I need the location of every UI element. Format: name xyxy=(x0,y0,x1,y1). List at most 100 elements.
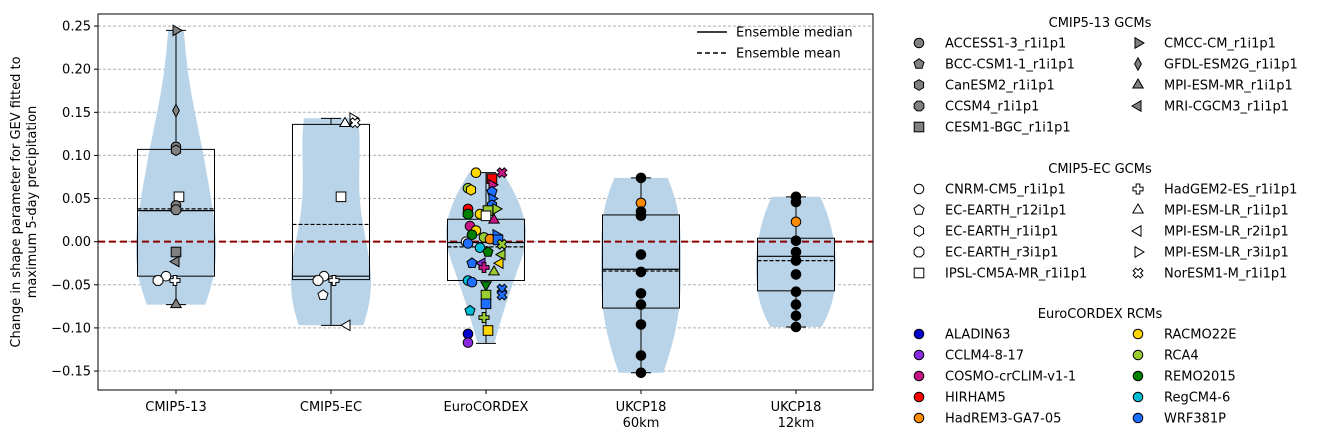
data-point xyxy=(790,321,802,333)
x-tick-label: CMIP5-EC xyxy=(300,400,362,415)
legend-label: HadREM3-GA7-05 xyxy=(945,412,1061,427)
data-point xyxy=(482,246,494,257)
legend-label: EC-EARTH_r3i1p1 xyxy=(945,246,1058,261)
data-point xyxy=(790,235,802,247)
data-point xyxy=(340,319,351,332)
legend-marker xyxy=(1131,99,1142,113)
legend-label: Ensemble mean xyxy=(736,47,841,62)
legend-label: RACMO22E xyxy=(1164,328,1236,343)
data-point xyxy=(635,172,647,184)
legend-marker xyxy=(1132,370,1144,382)
data-point xyxy=(635,266,647,278)
data-point xyxy=(635,319,647,330)
legend-group-title: CMIP5-13 GCMs xyxy=(1049,16,1152,31)
legend-label: EC-EARTH_r12i1p1 xyxy=(945,204,1067,219)
data-point xyxy=(335,191,347,203)
data-point xyxy=(790,216,802,228)
data-point xyxy=(635,210,647,222)
legend-label: WRF381P xyxy=(1164,412,1226,427)
legend-marker xyxy=(913,204,925,215)
legend-marker xyxy=(1132,267,1144,279)
legend-label: NorESM1-M_r1i1p1 xyxy=(1164,267,1287,282)
data-point xyxy=(478,261,490,274)
legend-label: HIRHAM5 xyxy=(945,391,1006,406)
legend-marker xyxy=(913,37,925,49)
violin xyxy=(136,30,216,305)
data-point xyxy=(487,213,501,224)
data-point xyxy=(480,298,492,310)
legend-label: MPI-ESM-LR_r2i1p1 xyxy=(1164,225,1289,240)
x-axis-ticks: CMIP5-13 CMIP5-EC EuroCORDEX UKCP1860kmUKCP… xyxy=(145,390,821,431)
legend-marker xyxy=(1132,412,1144,424)
legend-marker xyxy=(913,328,925,340)
data-point xyxy=(172,103,180,118)
legend-marker xyxy=(913,79,925,91)
y-tick-label: 0.25 xyxy=(62,20,91,35)
data-point xyxy=(496,289,508,301)
data-point xyxy=(482,325,494,336)
y-tick-label: −0.15 xyxy=(51,365,91,380)
data-point xyxy=(170,204,182,216)
x-tick-label: CMIP5-13 xyxy=(145,400,206,415)
data-point xyxy=(465,184,477,196)
legend-marker xyxy=(913,267,925,279)
data-point xyxy=(635,249,647,260)
data-point xyxy=(480,289,492,301)
y-axis-label-line-1: Change in shape parameter for GEV fitted… xyxy=(9,56,24,347)
legend-marker xyxy=(1134,56,1142,72)
legend-marker xyxy=(1134,36,1145,50)
legend-label: REMO2015 xyxy=(1164,370,1236,385)
data-point xyxy=(790,310,802,322)
legend-group-title: EuroCORDEX RCMs xyxy=(1038,307,1163,322)
data-point xyxy=(328,274,340,287)
data-point xyxy=(487,264,501,276)
data-point xyxy=(635,288,647,299)
legend-marker xyxy=(913,391,925,403)
data-point xyxy=(169,274,181,287)
legend-label: BCC-CSM1-1_r1i1p1 xyxy=(945,58,1075,73)
violin xyxy=(291,118,371,326)
legend-label: CNRM-CM5_r1i1p1 xyxy=(945,183,1066,198)
data-point xyxy=(169,255,180,268)
violins xyxy=(136,30,836,373)
data-point xyxy=(635,299,647,310)
y-axis-ticks: −0.15 −0.10 −0.05 0.00 0.05 0.10 0.15 0.20 0.25 xyxy=(51,20,98,380)
legend-marker xyxy=(1131,203,1145,214)
legend-marker xyxy=(913,183,925,195)
legend-label: MPI-ESM-MR_r1i1p1 xyxy=(1164,79,1293,94)
legend-label: ALADIN63 xyxy=(945,328,1010,343)
data-point xyxy=(317,289,329,300)
legend-label: HadGEM2-ES_r1i1p1 xyxy=(1164,183,1297,198)
data-point xyxy=(462,328,474,340)
legend-marker xyxy=(1131,224,1142,238)
legend-marker xyxy=(1131,78,1145,89)
data-point xyxy=(466,229,478,241)
legend-label: Ensemble median xyxy=(736,26,853,41)
data-point xyxy=(464,304,476,316)
legend-marker xyxy=(1132,328,1144,340)
data-point xyxy=(466,276,478,288)
legend-marker xyxy=(1132,391,1144,403)
data-point xyxy=(790,269,802,280)
x-tick-label: UKCP18 xyxy=(771,400,822,415)
x-tick-label: 12km xyxy=(778,416,815,431)
data-point xyxy=(790,286,802,298)
legend-label: RCA4 xyxy=(1164,349,1199,364)
legend-label: MRI-CGCM3_r1i1p1 xyxy=(1164,100,1289,115)
data-point xyxy=(492,234,504,246)
legend-marker xyxy=(1132,183,1144,195)
legend-marker xyxy=(913,121,925,133)
data-point xyxy=(312,275,324,286)
legend-marker xyxy=(913,100,925,112)
data-point xyxy=(152,275,164,286)
legend-label: MPI-ESM-LR_r3i1p1 xyxy=(1164,246,1289,261)
legend-marker xyxy=(913,349,925,361)
data-point xyxy=(466,257,478,268)
legend-label: ACCESS1-3_r1i1p1 xyxy=(945,37,1066,52)
legend-marker xyxy=(913,412,925,424)
legend-label: MPI-ESM-LR_r1i1p1 xyxy=(1164,204,1289,219)
legend-marker xyxy=(913,58,925,69)
y-tick-label: 0.00 xyxy=(62,235,91,250)
legend-group-title: CMIP5-EC GCMs xyxy=(1048,162,1152,177)
legend-marker xyxy=(913,225,925,237)
